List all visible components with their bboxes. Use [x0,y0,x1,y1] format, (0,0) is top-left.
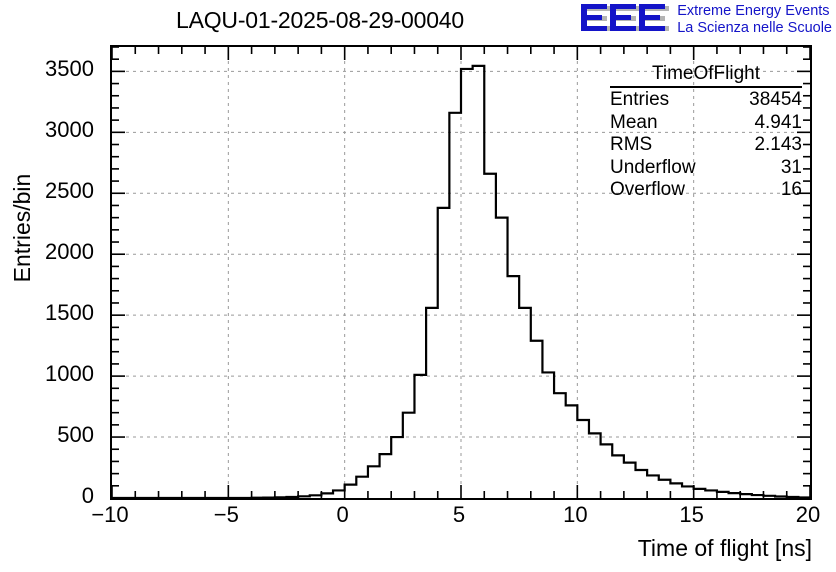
y-tick-label: 2500 [45,178,94,204]
eee-logo-line1: Extreme Energy Events [677,3,830,19]
stats-value: 16 [780,179,802,200]
stats-value: 4.941 [754,111,802,133]
y-tick-label: 3000 [45,117,94,143]
eee-logo-mark-icon [579,2,671,36]
stats-key: Underflow [610,156,696,178]
x-tick-label: 20 [795,502,821,527]
stats-value: 2.143 [754,134,802,155]
x-axis-title: Time of flight [ns] [637,535,812,561]
stats-key: Mean [610,111,658,133]
stats-key: Entries [610,89,670,110]
x-tick-label: 5 [452,502,466,527]
histogram-step-line [112,64,810,498]
stats-value: 38454 [749,89,802,110]
stats-rows: Entries 38454 Mean 4.941 RMS 2.143 Underflow 31… [610,89,802,202]
x-tick-label: 15 [679,502,704,527]
page-title: LAQU-01-2025-08-29-00040 [175,7,464,33]
stats-key: RMS [610,134,653,155]
x-tick-label: −10 [91,502,129,527]
statistics-box: TimeOfFlight Entries 38454 Mean 4.941 RMS 2.1… [610,62,802,202]
x-tick-label: 10 [563,502,588,527]
y-tick-label: 2000 [45,239,94,265]
eee-logo: Extreme Energy Events La Scienza nelle S… [579,2,832,38]
x-tick-label: −5 [213,502,239,527]
y-axis-title: Entries/bin [9,173,35,283]
y-tick-label: 3500 [45,56,94,82]
stats-row: RMS 2.143 [610,134,802,157]
stats-title: TimeOfFlight [651,63,761,84]
eee-logo-line2: La Scienza nelle Scuole [677,20,832,36]
y-tick-label: 500 [57,422,94,448]
x-axis-tick-labels: −10 −5 0 5 10 15 20 [91,502,820,533]
plot-frame [110,45,812,500]
stats-row: Overflow 16 [610,179,802,202]
stats-divider [610,86,802,88]
y-tick-label: 1000 [45,361,94,387]
y-tick-label: 0 [81,483,94,508]
stats-row: Entries 38454 [610,89,802,112]
stats-row: Mean 4.941 [610,112,802,135]
stats-value: 31 [780,156,802,178]
stats-key: Overflow [610,179,685,200]
eee-logo-text: Extreme Energy Events La Scienza nelle S… [677,2,832,37]
y-tick-label: 1500 [45,300,94,326]
y-axis-tick-labels: 0 500 1000 1500 2000 2500 3000 3500 [0,45,102,507]
histogram-plot [112,47,810,498]
stats-row: Underflow 31 [610,157,802,180]
gridlines [112,47,810,498]
x-tick-label: 0 [336,502,349,527]
